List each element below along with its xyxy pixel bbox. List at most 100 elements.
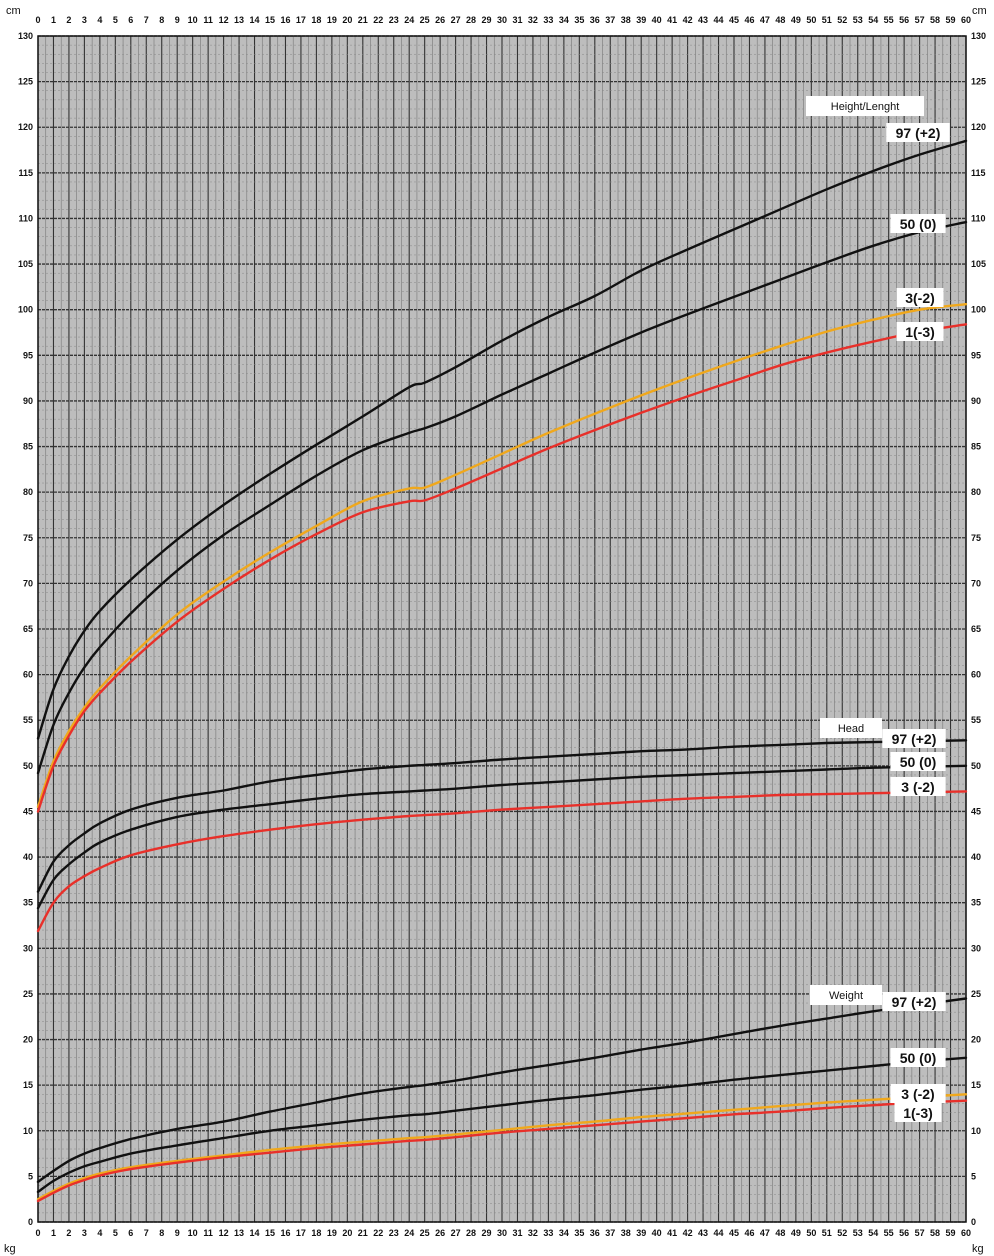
x-tick-label-top: 26 — [435, 15, 445, 25]
x-tick-label-top: 9 — [175, 15, 180, 25]
curve-height-lenght-0 — [36, 139, 968, 740]
x-tick-label-top: 42 — [683, 15, 693, 25]
y-tick-label-left: 0 — [28, 1217, 33, 1227]
curves — [36, 139, 968, 1203]
x-tick-label-top: 14 — [250, 15, 260, 25]
y-tick-label-right: 5 — [971, 1171, 976, 1181]
x-tick-label-bottom: 55 — [884, 1228, 894, 1238]
y-tick-label-right: 115 — [971, 168, 986, 178]
y-tick-label-right: 75 — [971, 533, 981, 543]
x-tick-label-bottom: 58 — [930, 1228, 940, 1238]
y-tick-label-right: 25 — [971, 989, 981, 999]
x-tick-label-top: 10 — [188, 15, 198, 25]
y-tick-label-left: 35 — [23, 898, 33, 908]
x-tick-label-bottom: 33 — [543, 1228, 553, 1238]
x-tick-label-top: 7 — [144, 15, 149, 25]
x-tick-label-top: 41 — [667, 15, 677, 25]
grid-lines — [37, 35, 967, 1223]
x-tick-label-top: 11 — [203, 15, 213, 25]
x-tick-label-bottom: 18 — [311, 1228, 321, 1238]
x-tick-label-top: 55 — [884, 15, 894, 25]
curve-head-2 — [36, 790, 968, 933]
x-tick-label-top: 6 — [128, 15, 133, 25]
x-tick-label-top: 51 — [822, 15, 832, 25]
y-tick-label-right: 20 — [971, 1035, 981, 1045]
y-tick-label-left: 95 — [23, 350, 33, 360]
x-tick-label-top: 5 — [113, 15, 118, 25]
x-tick-label-bottom: 40 — [652, 1228, 662, 1238]
x-tick-label-bottom: 47 — [760, 1228, 770, 1238]
x-tick-label-bottom: 23 — [389, 1228, 399, 1238]
y-tick-label-left: 115 — [18, 168, 33, 178]
x-tick-label-bottom: 57 — [915, 1228, 925, 1238]
x-tick-label-bottom: 44 — [714, 1228, 724, 1238]
group-title: Height/Lenght — [831, 101, 900, 113]
y-tick-label-left: 110 — [18, 213, 33, 223]
x-tick-label-top: 37 — [605, 15, 615, 25]
x-tick-label-bottom: 10 — [188, 1228, 198, 1238]
curve-label-background — [882, 729, 946, 748]
y-tick-label-left: 50 — [23, 761, 33, 771]
curve-label-background — [886, 123, 950, 142]
x-tick-label-bottom: 50 — [806, 1228, 816, 1238]
x-tick-label-bottom: 16 — [280, 1228, 290, 1238]
x-tick-label-top: 20 — [342, 15, 352, 25]
y-tick-label-left: 65 — [23, 624, 33, 634]
x-tick-label-top: 40 — [652, 15, 662, 25]
y-tick-label-right: 110 — [971, 213, 986, 223]
x-tick-label-top: 33 — [543, 15, 553, 25]
curve-label: 50 (0) — [900, 754, 937, 770]
x-tick-label-bottom: 53 — [853, 1228, 863, 1238]
curve-weight-1 — [36, 1056, 968, 1194]
curve-weight-3 — [36, 1099, 968, 1203]
x-tick-label-top: 35 — [574, 15, 584, 25]
x-tick-label-bottom: 41 — [667, 1228, 677, 1238]
group-title: Weight — [829, 990, 863, 1002]
y-tick-label-right: 80 — [971, 487, 981, 497]
y-tick-label-left: 75 — [23, 533, 33, 543]
x-tick-label-top: 8 — [159, 15, 164, 25]
x-tick-label-bottom: 5 — [113, 1228, 118, 1238]
x-tick-label-bottom: 9 — [175, 1228, 180, 1238]
y-tick-label-left: 70 — [23, 578, 33, 588]
y-tick-label-right: 70 — [971, 578, 981, 588]
curve-label-background — [890, 777, 946, 796]
y-tick-label-left: 10 — [23, 1126, 33, 1136]
x-tick-label-bottom: 32 — [528, 1228, 538, 1238]
x-tick-label-bottom: 35 — [574, 1228, 584, 1238]
x-tick-label-top: 39 — [636, 15, 646, 25]
x-tick-label-top: 31 — [512, 15, 522, 25]
group-title-box — [806, 96, 924, 116]
curve-label: 1(-3) — [903, 1105, 933, 1121]
x-tick-label-bottom: 22 — [373, 1228, 383, 1238]
y-tick-label-left: 120 — [18, 122, 33, 132]
x-tick-label-top: 28 — [466, 15, 476, 25]
x-tick-label-top: 29 — [482, 15, 492, 25]
tick-labels: 0011223344556677889910101111121213131414… — [18, 15, 986, 1238]
curve-weight-2 — [36, 1093, 968, 1201]
x-tick-label-bottom: 14 — [250, 1228, 260, 1238]
x-tick-label-top: 56 — [899, 15, 909, 25]
x-tick-label-bottom: 12 — [219, 1228, 229, 1238]
x-tick-label-top: 22 — [373, 15, 383, 25]
x-tick-label-bottom: 59 — [946, 1228, 956, 1238]
x-tick-label-top: 21 — [358, 15, 368, 25]
x-tick-label-bottom: 26 — [435, 1228, 445, 1238]
curve-labels: Height/Lenght 97 (+2) 50 (0) 3(-2) 1(-3) Head… — [806, 96, 950, 1122]
y-tick-label-right: 85 — [971, 442, 981, 452]
unit-bottom-left: kg — [4, 1243, 16, 1255]
x-tick-label-bottom: 21 — [358, 1228, 368, 1238]
x-tick-label-bottom: 24 — [404, 1228, 414, 1238]
x-tick-label-top: 0 — [35, 15, 40, 25]
x-tick-label-top: 1 — [51, 15, 56, 25]
x-tick-label-top: 48 — [775, 15, 785, 25]
x-tick-label-bottom: 48 — [775, 1228, 785, 1238]
y-tick-label-right: 120 — [971, 122, 986, 132]
x-tick-label-top: 44 — [714, 15, 724, 25]
x-tick-label-top: 30 — [497, 15, 507, 25]
x-tick-label-bottom: 56 — [899, 1228, 909, 1238]
y-tick-label-left: 90 — [23, 396, 33, 406]
y-tick-label-right: 35 — [971, 898, 981, 908]
y-tick-label-right: 105 — [971, 259, 986, 269]
x-tick-label-top: 54 — [868, 15, 878, 25]
